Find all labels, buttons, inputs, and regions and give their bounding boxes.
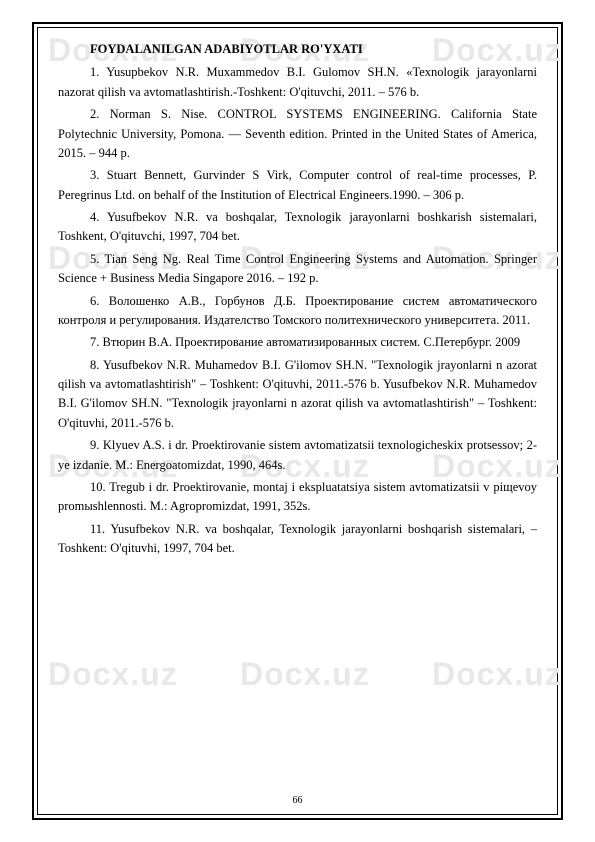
- reference-item: 6. Волошенко А.В., Горбунов Д.Б. Проекти…: [58, 292, 537, 331]
- reference-item: 9. Klyuev A.S. i dr. Proektirovanie sist…: [58, 436, 537, 475]
- reference-item: 7. Втюрин В.А. Проектирование автоматизи…: [58, 333, 537, 352]
- reference-item: 11. Yusufbekov N.R. va boshqalar, Texnol…: [58, 520, 537, 559]
- references-title: FOYDALANILGAN ADABIYOTLAR RO'YXATI: [58, 40, 537, 59]
- reference-item: 10. Tregub i dr. Proektirovanie, montaj …: [58, 478, 537, 517]
- reference-item: 5. Tian Seng Ng. Real Time Control Engin…: [58, 250, 537, 289]
- reference-item: 2. Norman S. Nise. CONTROL SYSTEMS ENGIN…: [58, 105, 537, 163]
- page-number: 66: [58, 793, 537, 809]
- page-content: FOYDALANILGAN ADABIYOTLAR RO'YXATI 1. Yu…: [58, 40, 537, 802]
- reference-item: 1. Yusupbekov N.R. Muxammedov B.I. Gulom…: [58, 63, 537, 102]
- reference-item: 3. Stuart Bennett, Gurvinder S Virk, Com…: [58, 166, 537, 205]
- reference-item: 8. Yusufbekov N.R. Muhamedov B.I. G'ilom…: [58, 356, 537, 434]
- reference-item: 4. Yusufbekov N.R. va boshqalar, Texnolo…: [58, 208, 537, 247]
